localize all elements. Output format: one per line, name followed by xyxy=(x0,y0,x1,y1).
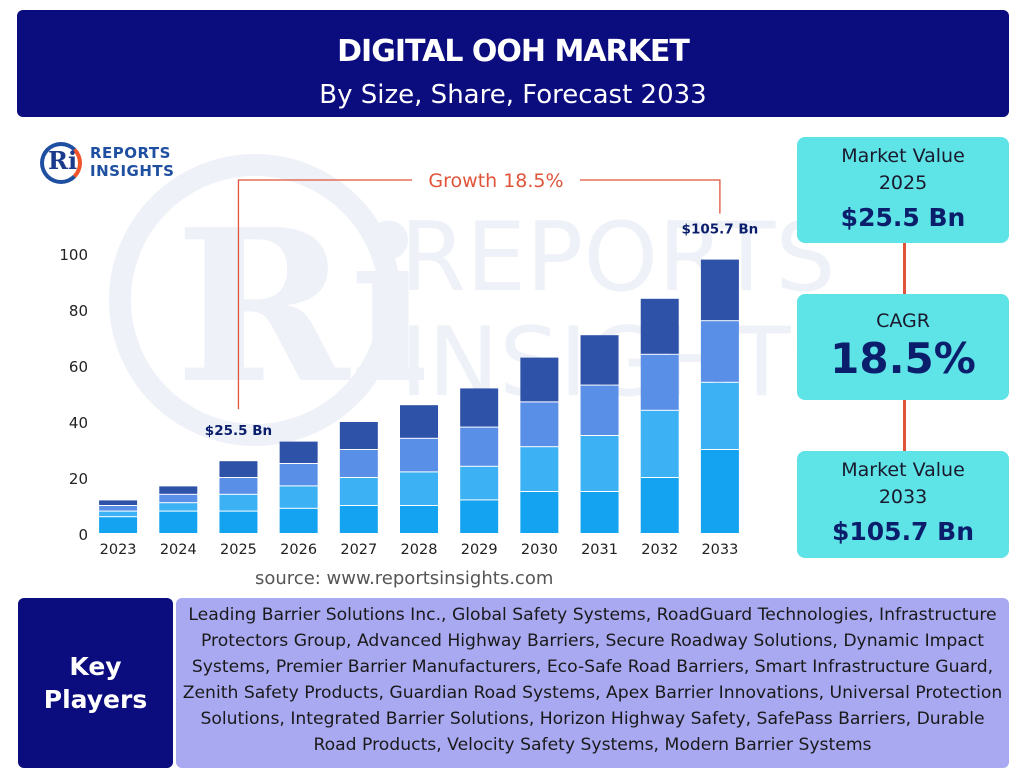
card-value: 18.5% xyxy=(830,334,976,383)
bar-segment xyxy=(219,494,258,511)
bar-segment xyxy=(219,478,258,494)
bar-segment xyxy=(580,492,619,533)
bar-segment xyxy=(580,385,619,435)
market-value-2025-card: Market Value 2025 $25.5 Bn xyxy=(797,137,1009,243)
growth-bracket-left xyxy=(237,179,412,410)
bar-segment xyxy=(640,478,679,533)
logo-ring-icon xyxy=(40,142,82,184)
bar-segment xyxy=(400,472,438,505)
bar-segment xyxy=(400,506,438,533)
logo-mark: Ri xyxy=(48,146,78,175)
y-tick-label: 40 xyxy=(69,414,88,432)
card-label: Market Value xyxy=(841,459,965,481)
y-tick-label: 0 xyxy=(78,526,88,544)
bar-segment xyxy=(700,382,739,449)
market-value-2033-card: Market Value 2033 $105.7 Bn xyxy=(797,451,1009,558)
y-tick-label: 100 xyxy=(59,246,88,264)
bar-segment xyxy=(99,511,138,517)
bar-segment xyxy=(640,298,679,354)
x-tick-label: 2029 xyxy=(461,542,498,558)
bar-segment xyxy=(400,438,438,472)
bar-segment xyxy=(339,506,378,533)
bar-segment xyxy=(279,464,318,486)
logo-text-line1: REPORTS xyxy=(90,144,171,162)
bar-segment xyxy=(99,500,138,505)
bar-segment xyxy=(520,357,559,402)
bar-segment xyxy=(279,486,318,508)
bar-segment xyxy=(219,511,258,533)
bar-segment xyxy=(520,492,559,533)
header-banner: DIGITAL OOH MARKET By Size, Share, Forec… xyxy=(17,10,1009,117)
y-tick-label: 20 xyxy=(69,470,88,488)
card-year: 2025 xyxy=(878,172,928,194)
bar-segment xyxy=(279,508,318,533)
x-tick-label: 2025 xyxy=(220,542,257,558)
x-tick-label: 2033 xyxy=(701,542,738,558)
source-note: source: www.reportsinsights.com xyxy=(255,568,554,589)
bar-segment xyxy=(99,517,138,533)
bar-segment xyxy=(219,461,258,477)
key-players-label-line1: Key xyxy=(69,652,122,681)
cagr-card: CAGR 18.5% xyxy=(797,294,1009,400)
bar-segment xyxy=(520,447,559,491)
card-year: 2033 xyxy=(878,486,928,508)
y-tick-label: 80 xyxy=(69,302,88,320)
card-label: CAGR xyxy=(876,310,930,332)
logo-text-line2: INSIGHTS xyxy=(90,162,175,180)
x-tick-label: 2024 xyxy=(160,542,197,558)
bar-segment xyxy=(99,506,138,511)
bar-segment xyxy=(460,427,499,466)
bar-segment xyxy=(339,422,378,449)
bar-segment xyxy=(520,402,559,447)
x-tick-label: 2031 xyxy=(581,542,618,558)
bar-segment xyxy=(460,466,499,500)
key-players-label-line2: Players xyxy=(43,685,148,714)
bar-segment xyxy=(580,436,619,491)
card-value: $105.7 Bn xyxy=(831,517,975,546)
x-tick-label: 2026 xyxy=(280,542,317,558)
brand-logo: Ri REPORTS INSIGHTS xyxy=(40,140,210,185)
bar-segment xyxy=(700,259,739,321)
x-tick-label: 2028 xyxy=(401,542,438,558)
card-connector xyxy=(903,400,906,451)
bar-segment xyxy=(400,405,438,438)
data-label: $25.5 Bn xyxy=(205,423,272,439)
y-tick-label: 60 xyxy=(69,358,88,376)
bar-segment xyxy=(460,500,499,533)
key-players-list: Leading Barrier Solutions Inc., Global S… xyxy=(176,598,1009,768)
bar-segment xyxy=(159,511,198,533)
bar-segment xyxy=(339,450,378,477)
page-subtitle: By Size, Share, Forecast 2033 xyxy=(319,80,707,110)
card-label: Market Value xyxy=(841,145,965,167)
growth-label: Growth 18.5% xyxy=(428,170,563,192)
bar-segment xyxy=(159,494,198,503)
bar-segment xyxy=(700,450,739,533)
card-connector xyxy=(903,243,906,294)
bar-segment xyxy=(159,486,198,494)
bar-segment xyxy=(460,388,499,427)
bar-segment xyxy=(580,335,619,385)
bar-segment xyxy=(279,441,318,463)
x-tick-label: 2023 xyxy=(100,542,137,558)
bar-segment xyxy=(700,321,739,382)
card-value: $25.5 Bn xyxy=(840,203,966,232)
bar-segment xyxy=(339,478,378,505)
x-tick-label: 2027 xyxy=(340,542,377,558)
bar-segment xyxy=(640,410,679,477)
bar-segment xyxy=(640,354,679,410)
stacked-bar-chart: 0 20 40 60 80 100 2023 2024 2025 2026 2027 2028 2029… xyxy=(59,170,759,558)
growth-bracket-right xyxy=(580,179,721,214)
data-label: $105.7 Bn xyxy=(682,222,759,238)
page-title: DIGITAL OOH MARKET xyxy=(337,34,690,69)
bar-segment xyxy=(159,503,198,511)
x-tick-label: 2030 xyxy=(521,542,558,558)
key-players-label: Key Players xyxy=(18,598,173,768)
x-tick-label: 2032 xyxy=(641,542,678,558)
